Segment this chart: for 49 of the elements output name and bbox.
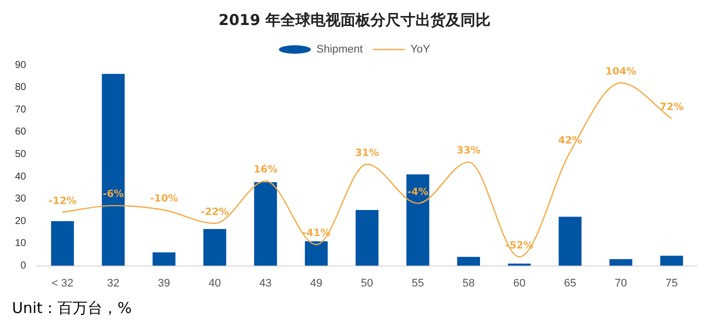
bar: [457, 256, 480, 266]
legend-label: YoY: [410, 44, 431, 56]
x-tick-label: 43: [259, 277, 272, 290]
x-tick-label: 32: [107, 277, 120, 290]
x-tick-label: 70: [614, 277, 627, 290]
x-tick-label: 49: [310, 277, 322, 290]
x-tick-label: 65: [564, 277, 576, 290]
y-tick-label: 40: [15, 171, 27, 182]
y-tick-label: 80: [15, 82, 27, 94]
data-label: 33%: [456, 146, 481, 157]
bar: [51, 221, 74, 266]
data-label: -6%: [102, 189, 124, 200]
data-label: 72%: [660, 102, 684, 114]
data-label: -22%: [200, 207, 229, 218]
x-tick-label: 58: [462, 277, 475, 290]
bar: [304, 241, 328, 266]
data-label: 16%: [254, 164, 278, 176]
x-tick-label: 75: [665, 277, 678, 290]
bar: [356, 210, 378, 266]
x-tick-label: 50: [360, 277, 374, 290]
bar: [203, 228, 226, 266]
x-tick-label: 60: [513, 277, 526, 290]
bar: [558, 216, 582, 266]
bar: [406, 174, 430, 266]
y-tick-label: 50: [15, 148, 27, 160]
x-tick-label: 39: [158, 277, 170, 290]
data-label: 31%: [355, 148, 380, 159]
y-tick-label: 10: [15, 238, 27, 250]
y-tick-label: 90: [15, 60, 27, 71]
text: Unit：百万台，%: [12, 299, 133, 318]
y-tick-label: 0: [20, 260, 27, 272]
x-tick-label: 55: [412, 277, 424, 290]
bar: [609, 259, 632, 266]
bar: [152, 252, 176, 266]
data-label: -10%: [150, 194, 178, 205]
chart-title: 2019 年全球电视面板分尺寸出货及同比: [218, 10, 490, 29]
bar: [660, 256, 684, 266]
x-tick-label: 40: [208, 277, 221, 290]
x-tick-label: < 32: [52, 277, 74, 290]
legend-label: Shipment: [316, 44, 363, 56]
data-label: -12%: [48, 196, 77, 207]
y-tick-label: 30: [15, 194, 27, 205]
bar: [254, 182, 277, 266]
y-tick-label: 70: [15, 104, 27, 116]
data-label: -4%: [407, 186, 428, 198]
bar: [102, 74, 125, 266]
y-tick-label: 20: [15, 216, 27, 227]
y-tick-label: 60: [15, 126, 27, 138]
data-label: 104%: [605, 66, 636, 78]
